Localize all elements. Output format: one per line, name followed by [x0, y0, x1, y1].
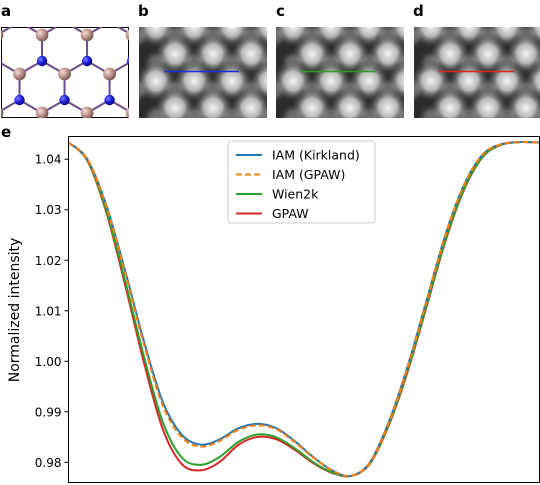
atom-pink [125, 29, 129, 41]
atom-pink [103, 67, 116, 81]
series-line-iam-gpaw [67, 141, 540, 478]
bond-line [1, 27, 13, 34]
legend-label: GPAW [272, 206, 309, 221]
y-tick-label: 1.00 [35, 355, 62, 369]
atom-pink [1, 108, 4, 118]
y-tick-label: 1.01 [35, 304, 62, 318]
intensity-spot-dim [455, 103, 483, 118]
panel-label-b: b [138, 2, 149, 20]
intensity-spot-dim [355, 103, 383, 118]
panel-label-a: a [1, 2, 12, 20]
panel-label-e: e [1, 123, 12, 141]
intensity-spot-dim [276, 76, 288, 104]
intensity-spot-dim [218, 103, 246, 118]
atomic-structure-panel [1, 27, 129, 118]
legend-label: IAM (GPAW) [272, 167, 345, 182]
intensity-spot-dim [139, 27, 151, 50]
atom-blue [59, 94, 70, 106]
legend: IAM (Kirkland) IAM (GPAW) Wien2k GPAW [227, 140, 376, 224]
atom-pink [58, 67, 71, 81]
intensity-spot-dim [279, 103, 307, 118]
y-tick-label: 1.03 [35, 203, 62, 217]
simulated-image-d [414, 27, 540, 118]
legend-label: Wien2k [272, 187, 319, 202]
simulated-image-b [139, 27, 267, 118]
y-axis-label: Normalized intensity [7, 238, 23, 383]
intensity-spot-dim [417, 103, 445, 118]
simulated-image-c [276, 27, 404, 118]
legend-box [227, 140, 376, 224]
atom-pink [80, 28, 94, 42]
panel-label-c: c [276, 2, 285, 20]
intensity-spot-dim [493, 103, 521, 118]
intensity-spot-dim [142, 103, 170, 118]
intensity-spot-dim [531, 103, 540, 118]
intensity-spot-dim [256, 103, 267, 118]
intensity-spot-dim [317, 103, 345, 118]
atom-blue [14, 94, 25, 106]
intensity-spot-dim [276, 27, 288, 50]
intensity-spot-dim [139, 76, 151, 104]
atom-pink [125, 107, 129, 118]
atom-pink [1, 30, 4, 40]
intensity-spot-dim [393, 103, 404, 118]
atom-pink [80, 106, 94, 118]
y-tick-label: 0.99 [35, 405, 62, 419]
y-tick-label: 0.98 [35, 456, 62, 470]
intensity-spot-dim [180, 103, 208, 118]
intensity-profile-chart: 0.98 0.99 1.00 1.01 1.02 1.03 1.04 Normalized … [7, 136, 540, 483]
atom-pink [13, 67, 26, 81]
atom-blue [104, 94, 115, 106]
intensity-spot-dim [414, 76, 426, 104]
panel-label-d: d [413, 2, 424, 20]
intensity-spot-dim [414, 27, 426, 50]
series-line-wien2k [67, 140, 540, 478]
legend-label: IAM (Kirkland) [272, 148, 360, 163]
atom-pink [35, 28, 49, 42]
atom-blue [81, 55, 93, 67]
atom-blue [36, 55, 48, 67]
y-tick-label: 1.04 [35, 153, 62, 167]
atom-blue [126, 56, 129, 66]
y-tick-label: 1.02 [35, 254, 62, 268]
atom-pink [35, 106, 49, 118]
atom-blue [1, 57, 3, 65]
